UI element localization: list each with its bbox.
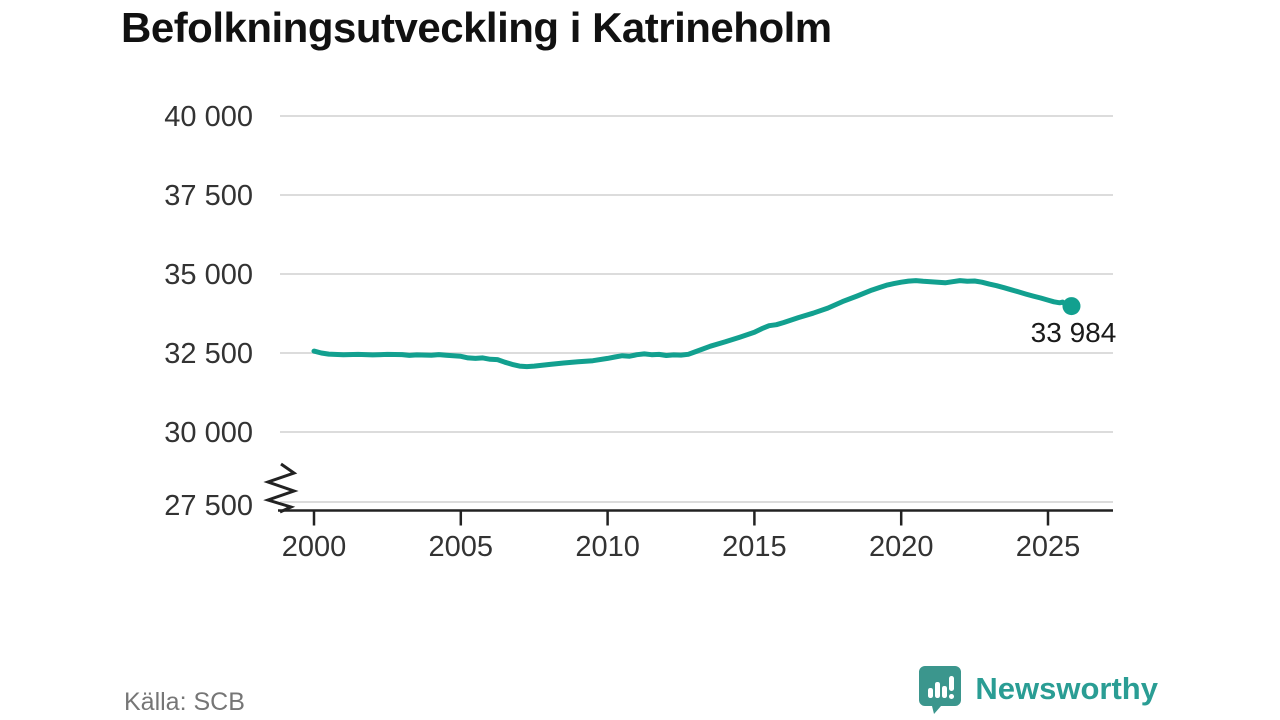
axis-break-zigzag bbox=[263, 462, 299, 514]
y-tick-label: 35 000 bbox=[164, 259, 253, 291]
x-tick-label: 2015 bbox=[722, 531, 787, 563]
x-axis bbox=[278, 509, 1113, 526]
y-tick-labels: 40 000 37 500 35 000 32 500 30 000 27 500 bbox=[164, 101, 253, 522]
x-tick-labels: 2000 2005 2010 2015 2020 2025 bbox=[282, 531, 1081, 563]
x-tick-label: 2000 bbox=[282, 531, 347, 563]
newsworthy-icon bbox=[919, 666, 962, 714]
newsworthy-wordmark: Newsworthy bbox=[975, 671, 1158, 706]
x-tick-label: 2025 bbox=[1016, 531, 1081, 563]
chart-title: Befolkningsutveckling i Katrineholm bbox=[121, 4, 832, 51]
exclamation-dot bbox=[949, 694, 955, 699]
source-attribution: Källa: SCB bbox=[124, 688, 245, 716]
newsworthy-logo: Newsworthy bbox=[917, 664, 1158, 714]
population-line-series bbox=[311, 278, 1081, 370]
population-line bbox=[311, 278, 1074, 370]
y-tick-label: 32 500 bbox=[164, 338, 253, 370]
y-tick-label: 40 000 bbox=[164, 101, 253, 133]
mini-bar-chart bbox=[928, 676, 955, 699]
x-tick-label: 2020 bbox=[869, 531, 934, 563]
y-tick-label: 37 500 bbox=[164, 180, 253, 212]
gridlines bbox=[280, 115, 1113, 503]
x-tick-label: 2005 bbox=[429, 531, 494, 563]
latest-value-label: 33 984 bbox=[1030, 317, 1117, 349]
y-tick-label: 27 500 bbox=[164, 490, 253, 522]
y-tick-label: 30 000 bbox=[164, 417, 253, 449]
y-axis-break-icon bbox=[263, 462, 299, 514]
latest-value-dot bbox=[1062, 297, 1081, 316]
exclamation-bar bbox=[949, 676, 955, 691]
x-tick-label: 2010 bbox=[575, 531, 640, 563]
